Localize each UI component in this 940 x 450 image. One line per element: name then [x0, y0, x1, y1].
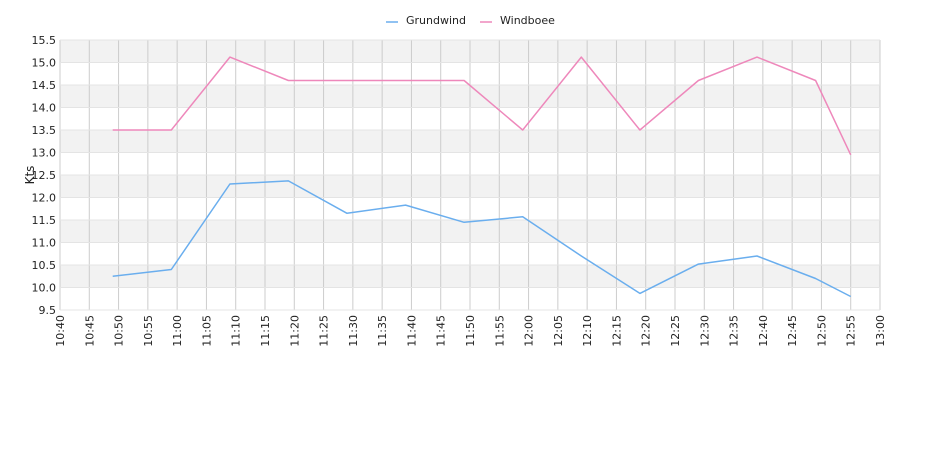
- x-tick-label: 12:20: [640, 315, 653, 347]
- y-tick-label: 13.0: [32, 147, 57, 160]
- y-tick-label: 15.5: [32, 34, 57, 47]
- x-tick-label: 11:15: [259, 315, 272, 347]
- x-tick-label: 11:00: [171, 315, 184, 347]
- y-axis-ticks: 9.5 10.0 10.5 11.0 11.5 12.0 12.5 13.0 13.5 14.0 1…: [32, 34, 57, 317]
- legend-label: Grundwind: [406, 14, 466, 27]
- x-tick-label: 12:00: [523, 315, 536, 347]
- series-line-windboee: [112, 56, 852, 156]
- x-axis-ticks: 10:40 10:45 10:50 10:55 11:00 11:05 11:10 11:15…: [54, 315, 887, 347]
- x-tick-label: 10:50: [113, 315, 126, 347]
- y-tick-label: 10.5: [32, 259, 57, 272]
- x-tick-label: 12:30: [698, 315, 711, 347]
- x-tick-label: 12:50: [815, 315, 828, 347]
- x-tick-label: 12:10: [581, 315, 594, 347]
- x-tick-label: 10:40: [54, 315, 67, 347]
- y-tick-label: 12.0: [32, 192, 57, 205]
- y-tick-label: 12.5: [32, 169, 57, 182]
- y-tick-label: 9.5: [39, 304, 57, 317]
- grid-lines: [59, 39, 881, 311]
- x-tick-label: 11:30: [347, 315, 360, 347]
- legend-item-grundwind: Grundwind: [386, 14, 466, 27]
- x-tick-label: 10:55: [142, 315, 155, 347]
- x-tick-label: 11:55: [493, 315, 506, 347]
- x-tick-label: 11:05: [200, 315, 213, 347]
- x-tick-label: 12:45: [786, 315, 799, 347]
- x-tick-label: 11:25: [318, 315, 331, 347]
- x-tick-label: 12:55: [845, 315, 858, 347]
- x-tick-label: 11:10: [230, 315, 243, 347]
- legend-label: Windboee: [500, 14, 555, 27]
- x-tick-label: 10:45: [83, 315, 96, 347]
- y-axis-label: Kts: [23, 166, 37, 185]
- y-tick-label: 11.0: [32, 237, 57, 250]
- y-tick-label: 14.0: [32, 102, 57, 115]
- y-tick-label: 10.0: [32, 282, 57, 295]
- series-line-grundwind: [112, 180, 852, 298]
- y-tick-label: 13.5: [32, 124, 57, 137]
- y-tick-label: 15.0: [32, 57, 57, 70]
- x-tick-label: 13:00: [874, 315, 887, 347]
- series-lines: [112, 56, 852, 298]
- x-tick-label: 11:40: [405, 315, 418, 347]
- x-tick-label: 12:35: [728, 315, 741, 347]
- x-tick-label: 12:25: [669, 315, 682, 347]
- y-tick-label: 14.5: [32, 79, 57, 92]
- x-tick-label: 12:15: [610, 315, 623, 347]
- x-tick-label: 11:45: [435, 315, 448, 347]
- x-tick-label: 11:20: [288, 315, 301, 347]
- y-tick-label: 11.5: [32, 214, 57, 227]
- x-tick-label: 11:35: [376, 315, 389, 347]
- x-tick-label: 11:50: [464, 315, 477, 347]
- legend: Grundwind Windboee: [386, 14, 555, 27]
- x-tick-label: 12:40: [757, 315, 770, 347]
- legend-item-windboee: Windboee: [480, 14, 555, 27]
- x-tick-label: 12:05: [552, 315, 565, 347]
